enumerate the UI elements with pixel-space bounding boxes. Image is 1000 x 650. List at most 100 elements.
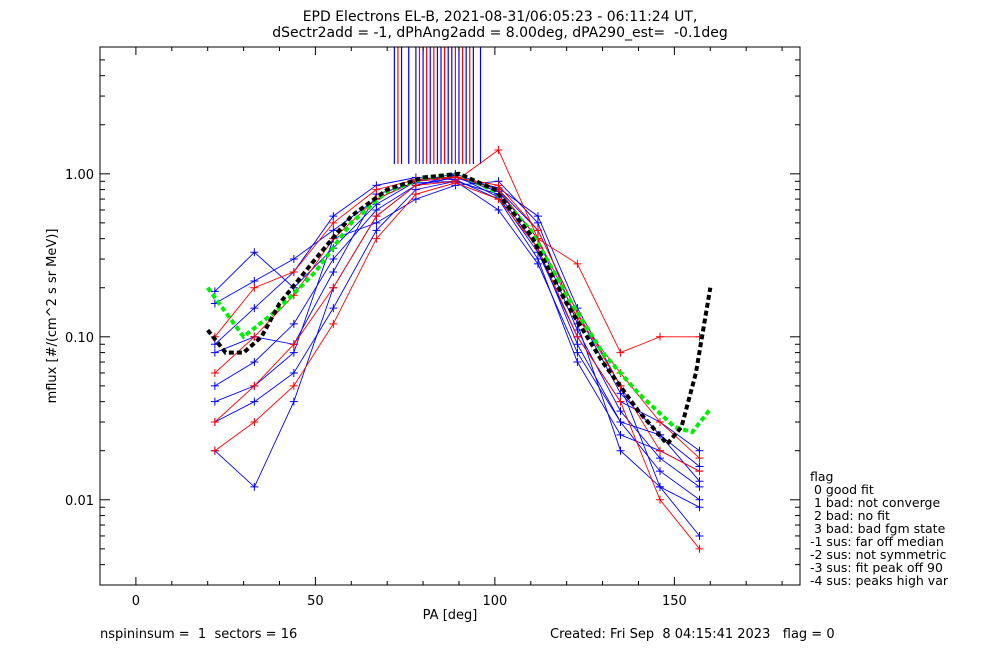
series-10-point-9 bbox=[573, 332, 582, 341]
x-tick-label-3: 150 bbox=[662, 594, 687, 609]
series-9-point-10 bbox=[616, 348, 625, 357]
series-7-point-0 bbox=[210, 397, 219, 406]
series-7-point-11 bbox=[656, 482, 664, 491]
legend-item-1: 1 bad: not converge bbox=[810, 495, 941, 510]
series-line-7 bbox=[214, 180, 700, 508]
series-11-point-3 bbox=[329, 218, 338, 227]
series-1-point-0 bbox=[210, 381, 219, 390]
series-9-point-1 bbox=[250, 381, 259, 390]
series-1-point-1 bbox=[250, 358, 259, 367]
x-tick-label-1: 50 bbox=[307, 594, 324, 609]
series-7-point-12 bbox=[695, 503, 704, 512]
series-5-point-1 bbox=[250, 248, 259, 257]
series-line-5 bbox=[214, 177, 700, 537]
y-tick-label-1: 0.10 bbox=[65, 331, 94, 346]
series-6-point-10 bbox=[616, 418, 625, 427]
series-line-4 bbox=[214, 174, 700, 488]
legend-item-6: -3 sus: fit peak off 90 bbox=[810, 560, 943, 575]
legend-item-5: -2 sus: not symmetric bbox=[810, 547, 947, 562]
series-2-point-9 bbox=[573, 340, 582, 349]
series-0-point-2 bbox=[289, 255, 298, 264]
fit-curve-black bbox=[206, 171, 713, 448]
series-2-point-3 bbox=[329, 304, 338, 313]
series-1-point-11 bbox=[656, 454, 664, 463]
x-tick-label-0: 0 bbox=[132, 594, 140, 609]
series-6-point-3 bbox=[329, 267, 338, 276]
series-line-1 bbox=[214, 177, 700, 488]
legend-title: flag bbox=[810, 469, 834, 484]
series-10-point-3 bbox=[329, 319, 338, 328]
series-line-10 bbox=[214, 182, 700, 550]
series-3-point-9 bbox=[573, 358, 582, 367]
fit-curve-green bbox=[206, 171, 712, 435]
series-6-point-0 bbox=[210, 348, 219, 357]
series-2-point-11 bbox=[656, 467, 664, 476]
series-4-point-12 bbox=[695, 446, 704, 455]
series-11-point-12 bbox=[695, 454, 704, 463]
series-11-point-4 bbox=[372, 185, 381, 194]
legend-item-7: -4 sus: peaks high var bbox=[810, 573, 949, 588]
flag-legend: flag 0 good fit 1 bad: not converge 2 ba… bbox=[810, 470, 948, 587]
series-0-point-3 bbox=[329, 226, 338, 235]
series-2-point-4 bbox=[372, 226, 381, 235]
series-8-point-12 bbox=[695, 467, 704, 476]
series-1-point-12 bbox=[695, 482, 704, 491]
series-1-point-3 bbox=[329, 255, 338, 264]
series-6-point-8 bbox=[533, 259, 542, 268]
series-8-point-1 bbox=[250, 332, 259, 341]
series-8-point-0 bbox=[210, 368, 219, 377]
series-6-point-9 bbox=[573, 348, 582, 357]
series-line-6 bbox=[214, 180, 700, 467]
series-5-point-12 bbox=[695, 531, 704, 540]
series-10-point-11 bbox=[656, 495, 664, 504]
series-6-point-7 bbox=[494, 205, 503, 214]
legend-item-4: -1 sus: far off median bbox=[810, 534, 944, 549]
legend-item-3: 3 bad: bad fgm state bbox=[810, 521, 946, 536]
series-1-point-2 bbox=[289, 319, 298, 328]
series-10-point-0 bbox=[210, 446, 219, 455]
series-5-point-8 bbox=[533, 212, 542, 221]
series-9-point-2 bbox=[289, 340, 298, 349]
series-line-8 bbox=[214, 177, 700, 472]
series-7-point-10 bbox=[616, 446, 625, 455]
series-10-point-5 bbox=[411, 190, 420, 199]
series-4-point-1 bbox=[250, 482, 259, 491]
series-9-point-0 bbox=[210, 418, 219, 427]
y-tick-label-0: 0.01 bbox=[65, 494, 94, 509]
series-line-2 bbox=[214, 180, 700, 501]
series-line-3 bbox=[214, 177, 700, 472]
series-3-point-1 bbox=[250, 304, 259, 313]
x-axis-label: PA [deg] bbox=[423, 608, 478, 623]
series-9-point-4 bbox=[372, 212, 381, 221]
series-3-point-3 bbox=[329, 212, 338, 221]
footer-right: Created: Fri Sep 8 04:15:41 2023 flag = … bbox=[550, 627, 835, 642]
series-11-point-11 bbox=[656, 418, 664, 427]
series-line-0 bbox=[214, 173, 700, 482]
y-tick-label-2: 1.00 bbox=[65, 168, 94, 183]
series-8-point-8 bbox=[533, 226, 542, 235]
x-tick-label-2: 100 bbox=[482, 594, 507, 609]
series-10-point-1 bbox=[250, 418, 259, 427]
series-10-point-12 bbox=[695, 544, 704, 553]
series-9-point-11 bbox=[656, 332, 664, 341]
axes-frame bbox=[99, 46, 801, 586]
chart-title-line2: dSectr2add = -1, dPhAng2add = 8.00deg, d… bbox=[272, 25, 728, 41]
series-10-point-2 bbox=[289, 381, 298, 390]
legend-item-2: 2 bad: no fit bbox=[810, 508, 890, 523]
series-2-point-1 bbox=[250, 397, 259, 406]
series-3-point-10 bbox=[616, 430, 625, 439]
series-7-point-2 bbox=[289, 348, 298, 357]
series-10-point-10 bbox=[616, 397, 625, 406]
footer-left: nspininsum = 1 sectors = 16 bbox=[100, 627, 298, 642]
series-2-point-2 bbox=[289, 368, 298, 377]
series-11-point-2 bbox=[289, 267, 298, 276]
chart-title-line1: EPD Electrons EL-B, 2021-08-31/06:05:23 … bbox=[302, 9, 698, 25]
series-2-point-12 bbox=[695, 495, 704, 504]
series-7-point-8 bbox=[533, 218, 542, 227]
series-7-point-4 bbox=[372, 218, 381, 227]
series-4-point-2 bbox=[289, 397, 298, 406]
series-1-point-10 bbox=[616, 407, 625, 416]
legend-item-0: 0 good fit bbox=[810, 482, 874, 497]
series-9-point-9 bbox=[573, 259, 582, 268]
